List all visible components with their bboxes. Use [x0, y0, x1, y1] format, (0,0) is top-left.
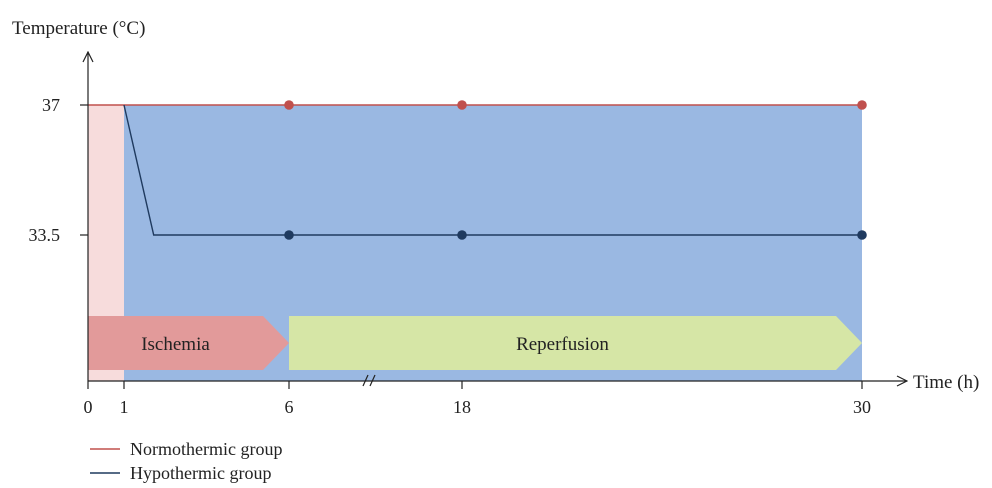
phase-label-ischemia: Ischemia [141, 334, 210, 355]
series-line-1 [123, 104, 862, 236]
x-tick-label-0: 0 [84, 397, 93, 417]
x-axis-label: Time (h) [913, 372, 979, 393]
x-tick-label-3: 18 [453, 397, 471, 417]
y-tick-label-1: 33.5 [29, 225, 61, 245]
axis-break-2 [369, 374, 376, 387]
y-tick-label-0: 37 [42, 95, 60, 115]
x-tick-label-1: 1 [120, 397, 129, 417]
phase-label-reperfusion: Reperfusion [516, 334, 609, 355]
legend-label-0: Normothermic group [130, 439, 282, 459]
series-0-marker-1 [457, 100, 467, 110]
legend-label-1: Hypothermic group [130, 463, 271, 483]
phase-arrow-ischemia [88, 316, 289, 370]
series-0-marker-2 [857, 100, 867, 110]
phase-arrow-reperfusion [289, 316, 862, 370]
series-1-marker-2 [857, 230, 867, 240]
series-1-marker-1 [457, 230, 467, 240]
x-tick-label-2: 6 [285, 397, 294, 417]
series-1-marker-0 [284, 230, 294, 240]
x-tick-label-4: 30 [853, 397, 871, 417]
series-0-marker-0 [284, 100, 294, 110]
axis-break-1 [362, 374, 369, 387]
y-axis-label: Temperature (°C) [12, 18, 145, 39]
